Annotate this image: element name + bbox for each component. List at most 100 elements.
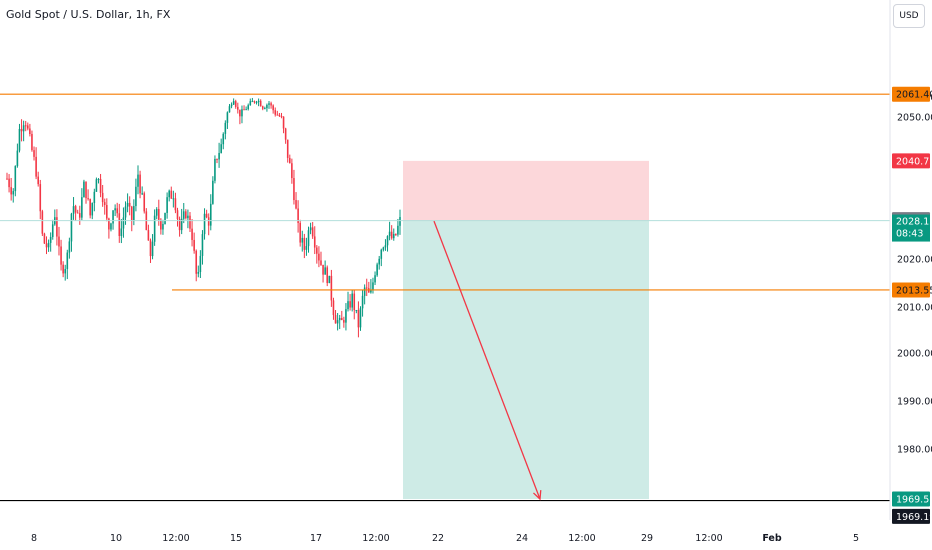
level-label-2061: 2061.40 [896, 90, 932, 101]
x-tick-label: 12:00 [568, 533, 595, 544]
candle-body [20, 128, 23, 132]
candle-body [135, 186, 137, 207]
candle-body [137, 174, 139, 187]
candle-body [274, 110, 277, 115]
candle-body [139, 174, 141, 194]
candle-body [133, 206, 135, 222]
candle-body [338, 318, 341, 321]
candle-body [247, 105, 250, 110]
candle-body [56, 217, 58, 237]
candle-body [374, 275, 376, 283]
candle-body [103, 202, 106, 205]
candle-body [89, 199, 91, 216]
candle-body [72, 206, 75, 214]
candle-body [212, 180, 214, 204]
candle-body [187, 215, 189, 219]
candle-body [201, 234, 204, 256]
candle-body [305, 246, 308, 250]
candle-body [6, 178, 8, 180]
candle-body [155, 209, 158, 216]
candle-body [51, 224, 54, 237]
level-label-2061-bg [892, 86, 930, 102]
candle-body [257, 100, 260, 103]
candle-body [99, 178, 102, 193]
candle-body [330, 275, 333, 301]
entry-label: 2028.12 [896, 217, 932, 228]
y-tick-label: 2010.00 [897, 303, 932, 314]
candle-body [355, 309, 358, 311]
candle-body [276, 114, 279, 116]
candle-body [126, 202, 129, 207]
candle-body [395, 234, 397, 236]
level-label-1969-bg [892, 508, 930, 524]
candle-body [378, 258, 381, 265]
candle-body [74, 206, 77, 213]
candle-body [359, 308, 362, 328]
candle-body [81, 197, 83, 218]
candle-body [214, 158, 216, 181]
candle-body [120, 228, 123, 236]
candle-body [340, 318, 343, 321]
candle-body [251, 101, 254, 103]
candle-body [93, 191, 96, 204]
candle-body [313, 236, 316, 248]
take-profit-zone [403, 220, 649, 500]
candle-body [334, 315, 337, 324]
candle-body [41, 211, 44, 234]
candle-body [259, 100, 262, 107]
candle-body [110, 223, 112, 230]
level-label-2013-bg [892, 282, 930, 298]
candle-body [307, 230, 310, 247]
level-label-1969: 1969.19 [896, 512, 932, 523]
x-tick-label: 12:00 [362, 533, 389, 544]
level-lines [0, 93, 890, 502]
candle-body [357, 309, 360, 328]
candle-body [64, 268, 67, 274]
candle-body [162, 223, 164, 230]
candle-body [68, 241, 71, 253]
candle-body [114, 208, 116, 211]
candle-body [318, 253, 320, 261]
candles [6, 97, 401, 338]
candle-body [220, 144, 222, 153]
candle-body [301, 237, 304, 243]
candle-body [45, 243, 48, 248]
currency-button[interactable]: USD [893, 4, 925, 28]
candle-body [245, 109, 247, 111]
candle-body [33, 150, 35, 157]
candle-body [303, 237, 306, 250]
candle-body [299, 222, 301, 243]
candle-body [10, 187, 12, 195]
stop-label-bg [892, 153, 930, 169]
chart-title: Gold Spot / U.S. Dollar, 1h, FX [6, 8, 171, 21]
candle-body [280, 116, 283, 118]
candle-body [255, 102, 258, 104]
candle-body [108, 218, 110, 230]
candle-body [39, 184, 42, 212]
arrow-shaft [433, 220, 541, 500]
candle-body [370, 289, 372, 293]
candle-body [226, 112, 229, 123]
candle-body [311, 227, 314, 237]
candle-body [353, 293, 356, 311]
candle-body [222, 133, 225, 145]
candle-body [83, 181, 85, 198]
candle-body [309, 227, 312, 231]
candle-body [228, 106, 231, 113]
candle-body [143, 193, 146, 212]
candle-body [174, 198, 177, 211]
candle-body [278, 114, 281, 117]
candle-body [164, 212, 166, 224]
target-label: 1969.51 [896, 495, 932, 506]
candle-body [141, 193, 143, 195]
candle-body [268, 103, 270, 105]
candle-body [26, 125, 29, 129]
candle-body [349, 301, 351, 308]
candle-body [49, 236, 52, 243]
candle-body [29, 128, 31, 134]
candle-body [62, 264, 64, 274]
candle-body [195, 250, 198, 274]
candle-body [178, 218, 181, 231]
candle-body [347, 301, 349, 310]
